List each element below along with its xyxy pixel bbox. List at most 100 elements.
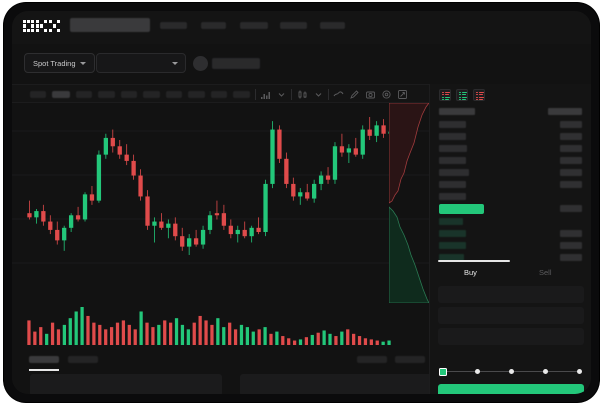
bottom-tab-bar [12,351,429,371]
ask-price [439,145,467,152]
camera-icon[interactable] [365,89,376,100]
active-tab-underline [29,369,59,371]
settings-icon[interactable] [381,89,392,100]
orderbook-ask-row[interactable] [430,131,591,142]
ask-amount [560,169,582,176]
ask-price [439,121,466,128]
slider-stop-75[interactable] [543,369,548,375]
orderbook-bid-row[interactable] [430,216,591,227]
orderbook-ask-row[interactable] [430,155,591,166]
market-type-selector[interactable]: Spot Trading [24,53,95,73]
orderbook-header-row [430,106,591,117]
market-type-label: Spot Trading [33,58,76,68]
slider-stop-100[interactable] [577,369,582,375]
orderbook-header-price [439,108,475,115]
ask-price [439,181,466,188]
ask-amount [560,145,582,152]
toolbar-chip-2[interactable] [76,91,92,98]
top-navigation-bar [12,11,591,44]
toolbar-chip-1[interactable] [52,91,70,98]
chevron-down-icon[interactable] [313,89,324,100]
logo-glyph-x [49,19,60,33]
depth-chart-overlay [389,103,429,303]
orderbook-both-icon[interactable] [439,89,451,101]
total-field[interactable] [438,328,584,345]
bottom-tab-1[interactable] [68,356,98,363]
ask-price [439,193,466,200]
app-window: Spot Trading [12,11,591,394]
bottom-card-1[interactable] [240,374,432,394]
submit-buy-button[interactable] [438,384,584,394]
bottom-right-control-1[interactable] [395,356,425,363]
bid-amount [560,230,582,237]
slider-handle[interactable] [439,368,447,376]
current-price-highlight [439,204,484,214]
candlestick-chart[interactable] [12,103,429,351]
order-side-tabs: Buy Sell [438,260,584,282]
market-header: Spot Trading [12,44,591,101]
orderbook-ask-row[interactable] [430,191,591,202]
bid-amount [560,254,582,261]
orderbook-asks-icon[interactable] [473,89,485,101]
chevron-down-icon[interactable] [276,89,287,100]
active-side-underline [438,260,510,262]
chevron-down-icon [79,61,86,65]
toolbar-chip-7[interactable] [188,91,205,98]
orderbook-bids-icon[interactable] [456,89,468,101]
toolbar-chip-8[interactable] [211,91,227,98]
trading-pair-select[interactable] [96,53,186,73]
bid-price [439,230,466,237]
amount-slider[interactable] [439,367,583,376]
fullscreen-icon[interactable] [397,89,408,100]
bid-price [439,254,464,261]
nav-item-4[interactable] [320,22,345,29]
orderbook-bid-row[interactable] [430,252,591,263]
order-book[interactable] [430,106,591,261]
toolbar-chip-3[interactable] [98,91,115,98]
pair-name-label [212,58,260,69]
orderbook-ask-row[interactable] [430,167,591,178]
toolbar-chip-5[interactable] [143,91,160,98]
orderbook-ask-row[interactable] [430,119,591,130]
orderbook-view-toggles [439,89,485,101]
tab-buy[interactable]: Buy [464,268,477,277]
orderbook-ask-row[interactable] [430,143,591,154]
amount-field[interactable] [438,307,584,324]
tab-sell[interactable]: Sell [539,268,552,277]
toolbar-divider [255,89,256,100]
nav-item-3[interactable] [280,22,307,29]
toolbar-chip-0[interactable] [30,91,46,98]
bottom-tab-0[interactable] [29,356,59,363]
slider-stop-50[interactable] [509,369,514,375]
indicator-icon[interactable] [260,89,271,100]
orderbook-ask-row[interactable] [430,179,591,190]
order-panel: Buy Sell [429,84,591,394]
ask-amount [560,121,582,128]
toolbar-chip-6[interactable] [166,91,182,98]
bid-amount [560,242,582,249]
chart-type-icon[interactable] [297,89,308,100]
price-field[interactable] [438,286,584,303]
toolbar-chip-4[interactable] [121,91,137,98]
orderbook-bid-row[interactable] [430,240,591,251]
search-input[interactable] [70,18,150,32]
nav-item-2[interactable] [240,22,268,29]
slider-stop-25[interactable] [475,369,480,375]
chevron-down-icon [172,61,178,65]
orderbook-header-amount [548,108,582,115]
ask-amount [560,181,582,188]
orderbook-current-price-row[interactable] [430,203,591,214]
ask-price [439,133,466,140]
okx-logo-icon[interactable] [23,19,63,33]
bid-price [439,218,463,225]
current-amount [560,205,582,212]
pencil-icon[interactable] [349,89,360,100]
logo-glyph-k [36,19,47,33]
bottom-card-0[interactable] [30,374,222,394]
nav-item-0[interactable] [160,22,187,29]
nav-item-1[interactable] [201,22,226,29]
bottom-right-control-0[interactable] [357,356,387,363]
orderbook-bid-row[interactable] [430,228,591,239]
toolbar-chip-9[interactable] [233,91,250,98]
line-tool-icon[interactable] [333,89,344,100]
